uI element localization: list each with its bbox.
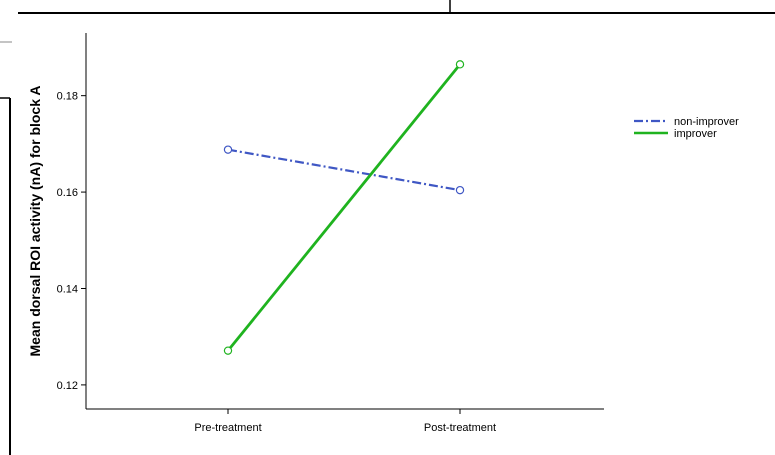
x-tick-label: Pre-treatment (194, 422, 261, 434)
y-axis-title: Mean dorsal ROI activity (nA) for block … (27, 86, 43, 357)
series-line-non-improver (227, 148, 461, 192)
y-tick-label: 0.18 (57, 91, 78, 103)
legend-label-improver: improver (674, 128, 717, 140)
legend-label-non-improver: non-improver (674, 116, 739, 128)
series-line-improver (226, 63, 462, 352)
data-point-non-improver (223, 145, 233, 154)
x-tick-label: Post-treatment (424, 422, 496, 434)
y-tick-label: 0.12 (57, 380, 78, 392)
data-point-improver (223, 346, 233, 355)
y-axis-ticks: 0.12 0.14 0.16 0.18 (57, 91, 86, 392)
x-axis-ticks: Pre-treatment Post-treatment (194, 409, 496, 434)
series-layer (223, 60, 465, 355)
y-tick-label: 0.14 (57, 283, 78, 295)
data-point-non-improver (455, 185, 465, 195)
data-point-improver (455, 60, 465, 69)
y-tick-label: 0.16 (57, 187, 78, 199)
